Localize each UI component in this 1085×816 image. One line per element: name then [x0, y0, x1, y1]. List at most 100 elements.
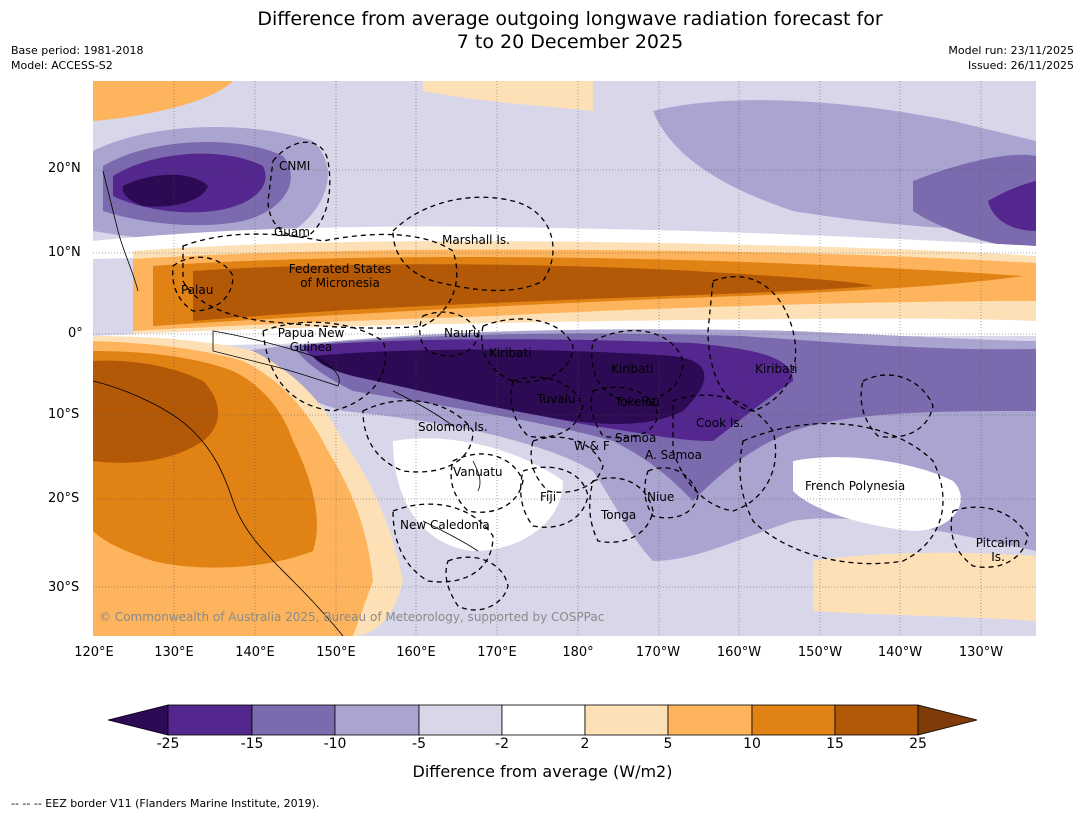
coral-sea-white [393, 438, 563, 551]
eez-cnmi [267, 141, 331, 238]
colorbar-swatch-7 [667, 704, 753, 736]
lat-tick-0: 0° [68, 326, 83, 341]
north-light-band [93, 81, 1036, 141]
label-pitcairn: Pitcairn Is. [968, 536, 1028, 564]
lon-tick-120e: 120°E [74, 645, 114, 660]
label-nauru: Nauru [444, 326, 481, 340]
eez-tonga [589, 477, 654, 543]
colorbar-label-15: 15 [826, 736, 844, 752]
colorbar-label-5: 5 [663, 736, 673, 752]
chart-title: Difference from average outgoing longwav… [0, 8, 1085, 54]
copyright-notice: © Commonwealth of Australia 2025, Bureau… [99, 610, 605, 624]
eez-fsm [182, 233, 458, 329]
eez-solomon [362, 399, 474, 473]
colorbar-label-25: 25 [909, 736, 927, 752]
colorbar-label-neg25: -25 [156, 736, 180, 752]
eez-french-polynesia [739, 422, 944, 565]
eez-kiribati-c [591, 329, 684, 403]
eez-marquesas [860, 374, 934, 438]
south-white-patch [793, 457, 961, 531]
colorbar-label-neg15: -15 [240, 736, 264, 752]
colorbar-label-2: 2 [580, 736, 590, 752]
lat-tick-20n: 20°N [48, 161, 81, 176]
label-kiribati-west: Kiribati [489, 346, 532, 360]
ne-purple-3 [988, 181, 1036, 231]
lat-tick-20s: 20°S [48, 491, 80, 506]
label-pitcairn-line2: Is. [991, 550, 1005, 564]
lon-tick-130e: 130°E [154, 645, 194, 660]
eez-borders [172, 141, 1029, 611]
model-name: Model: ACCESS-S2 [11, 59, 113, 72]
label-png-line1: Papua New [277, 326, 345, 340]
colorbar-swatch-1 [167, 704, 253, 736]
colorbar-title: Difference from average (W/m2) [412, 762, 673, 781]
itcz-dark-orange [193, 264, 873, 321]
colorbar-label-10: 10 [743, 736, 761, 752]
maritime-dark-orange [93, 360, 218, 463]
base-period: Base period: 1981-2018 [11, 44, 144, 57]
map-panel [93, 81, 1036, 636]
label-solomon: Solomon Is. [418, 420, 488, 434]
eez-new-caledonia [392, 503, 494, 583]
lon-tick-160e: 160°E [396, 645, 436, 660]
lon-tick-170e: 170°E [477, 645, 517, 660]
philippines-coast [102, 170, 139, 292]
eez-cook [672, 394, 777, 512]
south-purple-4 [313, 349, 705, 424]
title-line-2: 7 to 20 December 2025 [456, 31, 684, 53]
colorbar-label-neg2: -2 [495, 736, 509, 752]
label-fiji: Fiji [540, 490, 557, 504]
label-tokelau: Tokelau [615, 395, 660, 409]
colorbar-extend-high [917, 704, 978, 736]
label-kiribati-central: Kiribati [611, 362, 654, 376]
colorbar-swatch-9 [834, 704, 919, 736]
title-line-1: Difference from average outgoing longwav… [257, 8, 883, 30]
label-american-samoa: A. Samoa [645, 448, 702, 462]
lon-tick-180: 180° [562, 645, 594, 660]
label-tonga: Tonga [601, 508, 637, 522]
colorbar-svg [107, 704, 978, 736]
lon-tick-140e: 140°E [235, 645, 275, 660]
lon-tick-150e: 150°E [316, 645, 356, 660]
colorbar-label-neg5: -5 [412, 736, 426, 752]
lat-tick-30s: 30°S [48, 580, 80, 595]
label-fsm: Federated States of Micronesia [284, 262, 396, 290]
colorbar-extend-low [107, 704, 169, 736]
colorbar-swatch-5 [501, 704, 586, 736]
west-purple-4 [122, 174, 208, 207]
label-guam: Guam [274, 225, 310, 239]
lon-tick-170w: 170°W [635, 645, 681, 660]
colorbar [107, 704, 978, 736]
lat-tick-10s: 10°S [48, 407, 80, 422]
label-pitcairn-line1: Pitcairn [975, 536, 1021, 550]
eez-tuvalu [510, 376, 584, 438]
eez-wallis-futuna [530, 436, 604, 493]
label-niue: Niue [647, 490, 675, 504]
colorbar-label-neg10: -10 [323, 736, 347, 752]
lat-tick-10n: 10°N [48, 245, 81, 260]
colorbar-swatch-8 [751, 704, 836, 736]
colorbar-swatch-6 [584, 704, 669, 736]
label-palau: Palau [181, 283, 214, 297]
label-vanuatu: Vanuatu [453, 465, 503, 479]
label-png: Papua New Guinea [274, 326, 348, 354]
north-pale-patch [423, 81, 593, 111]
coastlines [93, 170, 481, 636]
lon-tick-130w: 130°W [958, 645, 1004, 660]
lon-tick-160w: 160°W [716, 645, 762, 660]
philippine-sea-orange [93, 81, 233, 121]
new-guinea-coast [212, 330, 340, 387]
colorbar-swatch-2 [251, 704, 336, 736]
colorbar-swatch-4 [418, 704, 503, 736]
model-run: Model run: 23/11/2025 [948, 44, 1074, 57]
label-fsm-line1: Federated States [288, 262, 392, 276]
colorbar-swatch-3 [334, 704, 420, 736]
new-caledonia-coast [422, 520, 479, 552]
lon-tick-140w: 140°W [877, 645, 923, 660]
eez-footnote: -- -- -- EEZ border V11 (Flanders Marine… [11, 797, 320, 810]
eez-vanuatu [450, 453, 524, 513]
label-marshall: Marshall Is. [442, 233, 510, 247]
eez-fiji [520, 466, 589, 528]
meta-left: Base period: 1981-2018 Model: ACCESS-S2 [11, 43, 143, 73]
label-fsm-line2: of Micronesia [300, 276, 380, 290]
